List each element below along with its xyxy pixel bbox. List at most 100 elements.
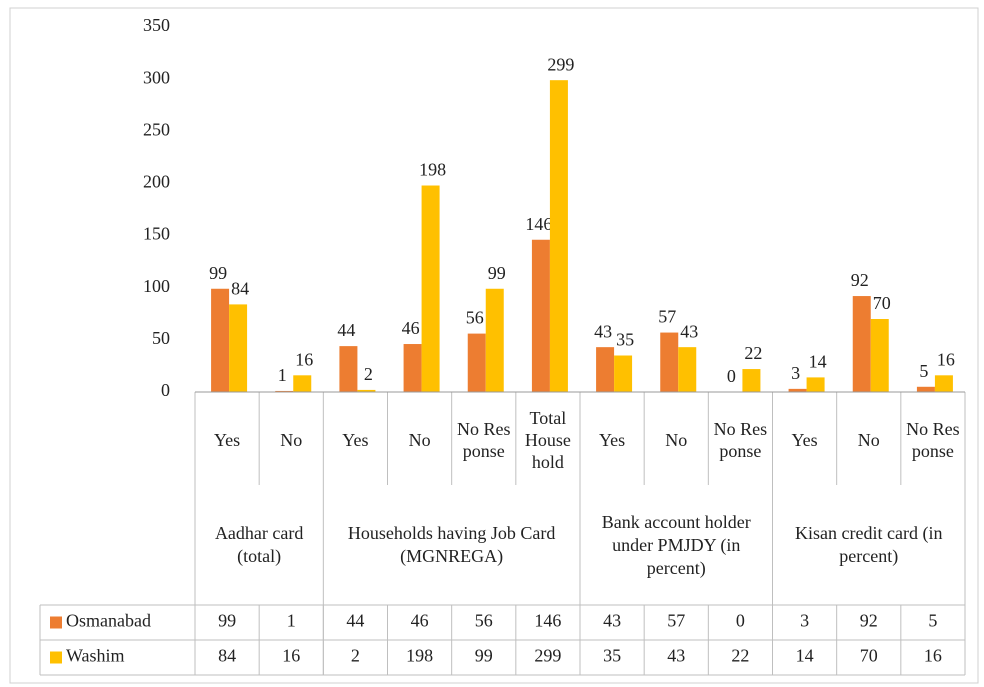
bar bbox=[660, 332, 679, 392]
category-label: No bbox=[857, 430, 880, 450]
table-value: 35 bbox=[603, 646, 621, 666]
category-label: Total Household bbox=[524, 408, 571, 472]
table-value: 84 bbox=[218, 646, 236, 666]
bar bbox=[275, 390, 294, 392]
data-label: 0 bbox=[727, 366, 736, 386]
data-label: 16 bbox=[937, 349, 955, 369]
bar bbox=[788, 388, 807, 392]
table-value: 1 bbox=[287, 611, 296, 631]
group-label: Kisan credit card (in percent) bbox=[795, 523, 943, 566]
data-label: 2 bbox=[364, 364, 373, 384]
category-label: Yes bbox=[342, 430, 369, 450]
y-tick-label: 0 bbox=[161, 380, 170, 400]
category-label: No Response bbox=[456, 419, 511, 461]
data-label: 92 bbox=[851, 270, 869, 290]
table-value: 43 bbox=[667, 646, 685, 666]
data-label: 84 bbox=[231, 279, 249, 299]
y-tick-label: 150 bbox=[143, 224, 170, 244]
table-value: 146 bbox=[534, 611, 561, 631]
table-value: 299 bbox=[534, 646, 561, 666]
group-label: Bank account holder under PMJDY (in perc… bbox=[601, 511, 751, 578]
y-tick-label: 300 bbox=[143, 67, 170, 87]
legend-label: Washim bbox=[66, 646, 125, 666]
table-value: 99 bbox=[475, 646, 493, 666]
category-label: Yes bbox=[598, 430, 626, 450]
table-value: 57 bbox=[667, 611, 685, 631]
y-tick-label: 50 bbox=[152, 328, 170, 348]
data-label: 35 bbox=[616, 330, 634, 350]
table-value: 70 bbox=[860, 646, 878, 666]
bar bbox=[870, 319, 889, 392]
table-value: 99 bbox=[218, 611, 236, 631]
bar bbox=[852, 296, 871, 392]
y-tick-label: 250 bbox=[143, 119, 170, 139]
data-label: 1 bbox=[278, 365, 287, 385]
bar bbox=[806, 377, 825, 392]
table-value: 22 bbox=[731, 646, 749, 666]
y-tick-label: 350 bbox=[143, 15, 170, 35]
data-label: 198 bbox=[419, 160, 446, 180]
bar bbox=[531, 239, 550, 392]
bar bbox=[403, 344, 422, 392]
bar bbox=[485, 288, 504, 392]
table-value: 56 bbox=[475, 611, 493, 631]
data-label: 3 bbox=[791, 363, 800, 383]
data-label: 16 bbox=[295, 349, 313, 369]
legend-label: Osmanabad bbox=[66, 611, 151, 631]
data-label: 99 bbox=[488, 263, 506, 283]
category-label: No Response bbox=[906, 419, 960, 461]
bar bbox=[421, 185, 440, 392]
data-label: 43 bbox=[594, 321, 612, 341]
bar bbox=[229, 304, 248, 392]
table-value: 0 bbox=[736, 611, 745, 631]
table-value: 92 bbox=[860, 611, 878, 631]
data-label: 99 bbox=[209, 263, 227, 283]
category-label: Yes bbox=[213, 430, 241, 450]
data-label: 56 bbox=[466, 308, 484, 328]
bar bbox=[211, 288, 230, 392]
legend-swatch bbox=[50, 616, 62, 629]
data-label: 44 bbox=[337, 320, 355, 340]
bar bbox=[293, 375, 312, 392]
category-label: No bbox=[280, 430, 303, 450]
data-label: 5 bbox=[919, 361, 928, 381]
bar bbox=[596, 347, 615, 392]
bar bbox=[549, 80, 568, 392]
bar bbox=[678, 347, 697, 392]
frame bbox=[9, 7, 979, 684]
table-value: 43 bbox=[603, 611, 621, 631]
category-label: No bbox=[665, 430, 688, 450]
data-label: 146 bbox=[525, 214, 552, 234]
y-tick-label: 100 bbox=[143, 276, 170, 296]
data-label: 299 bbox=[547, 54, 574, 74]
bar bbox=[614, 355, 633, 392]
table-value: 198 bbox=[406, 646, 433, 666]
group-label: Households having Job Card (MGNREGA) bbox=[347, 523, 556, 566]
category-label: No Response bbox=[713, 419, 768, 461]
table-value: 44 bbox=[346, 611, 364, 631]
data-label: 43 bbox=[680, 321, 698, 341]
table-value: 5 bbox=[928, 611, 937, 631]
category-label: No bbox=[408, 430, 431, 450]
data-label: 57 bbox=[658, 307, 676, 327]
bar bbox=[467, 333, 486, 392]
y-tick-label: 200 bbox=[143, 172, 170, 192]
category-label: Yes bbox=[791, 430, 818, 450]
data-label: 70 bbox=[873, 293, 891, 313]
data-label: 46 bbox=[402, 318, 420, 338]
group-label: Aadhar card (total) bbox=[214, 523, 304, 566]
legend-swatch bbox=[50, 651, 62, 664]
bar bbox=[742, 369, 761, 392]
table-value: 46 bbox=[411, 611, 429, 631]
bar bbox=[916, 386, 935, 392]
table-value: 3 bbox=[800, 611, 809, 631]
bar bbox=[357, 389, 376, 392]
table-value: 2 bbox=[351, 646, 360, 666]
data-label: 14 bbox=[809, 352, 827, 372]
bar bbox=[934, 375, 953, 392]
table-value: 14 bbox=[796, 646, 814, 666]
bar bbox=[339, 346, 358, 392]
data-label: 22 bbox=[744, 343, 762, 363]
